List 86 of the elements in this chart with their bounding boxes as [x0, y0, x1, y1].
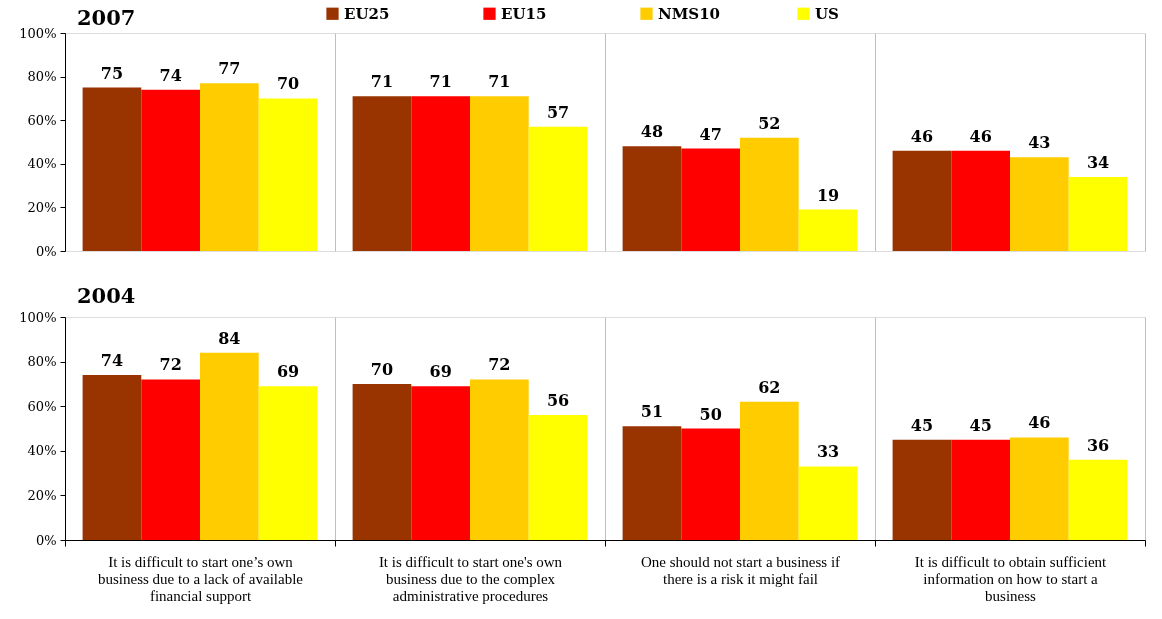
y-tick-label: 0%: [35, 243, 57, 259]
y-tick-label: 40%: [27, 156, 57, 172]
data-label: 46: [1028, 413, 1051, 433]
x-tick-label: One should not start a business if there is a risk it might fail: [640, 553, 841, 587]
bar: [528, 415, 588, 540]
legend-label: NMS10: [658, 4, 721, 23]
bar: [528, 126, 588, 251]
data-label: 74: [159, 65, 182, 85]
data-label: 72: [488, 355, 511, 375]
bar: [1010, 437, 1069, 540]
data-label: 34: [1086, 152, 1110, 172]
bar: [141, 379, 200, 540]
bar: [352, 96, 412, 251]
bar: [82, 374, 142, 540]
data-label: 70: [276, 74, 300, 94]
y-tick-label: 40%: [27, 443, 57, 459]
data-label: 45: [969, 415, 992, 435]
bar: [1068, 176, 1128, 251]
bar: [258, 386, 318, 540]
chart-title: 2004: [77, 283, 136, 308]
data-label: 70: [370, 359, 394, 379]
data-label: 71: [429, 72, 452, 92]
data-label: 48: [640, 122, 664, 142]
data-label: 50: [699, 404, 722, 424]
data-label: 77: [218, 59, 241, 79]
data-label: 72: [159, 355, 182, 375]
y-tick-label: 60%: [27, 398, 57, 414]
bar: [352, 383, 412, 540]
bar: [1068, 459, 1128, 540]
data-label: 19: [816, 185, 840, 205]
bar: [681, 148, 740, 251]
x-tick-label: It is difficult to start one's own business due to the complex administrative procedures: [378, 553, 563, 604]
bar: [892, 439, 952, 540]
bar: [622, 426, 682, 540]
bar: [798, 466, 858, 540]
x-tick-label: It is difficult to obtain sufficient information on how to start a business: [914, 553, 1108, 604]
data-label: 45: [910, 415, 934, 435]
data-label: 46: [969, 126, 992, 146]
data-label: 51: [640, 402, 664, 422]
bar: [470, 379, 529, 540]
data-label: 43: [1028, 133, 1051, 153]
chart-title: 2007: [77, 5, 136, 30]
legend-label: EU15: [501, 4, 547, 23]
bar: [411, 386, 470, 540]
data-label: 71: [488, 72, 511, 92]
bar: [798, 209, 858, 251]
bar: [200, 352, 259, 540]
bar: [258, 98, 318, 251]
data-label: 71: [370, 72, 394, 92]
data-label: 46: [910, 126, 934, 146]
data-label: 36: [1086, 435, 1110, 455]
y-tick-label: 80%: [27, 69, 57, 85]
data-label: 57: [546, 102, 570, 122]
bar: [141, 89, 200, 251]
bar: [740, 137, 799, 251]
y-tick-label: 100%: [19, 25, 57, 41]
data-label: 75: [100, 63, 124, 83]
y-tick-label: 60%: [27, 112, 57, 128]
data-label: 74: [100, 350, 124, 370]
data-label: 62: [758, 377, 781, 397]
legend-label: EU25: [344, 4, 390, 23]
y-tick-label: 20%: [27, 199, 57, 215]
legend-label: US: [815, 4, 839, 23]
bar: [740, 401, 799, 540]
bar: [951, 439, 1010, 540]
data-label: 47: [699, 124, 722, 144]
bar: [200, 83, 259, 251]
data-label: 84: [218, 328, 241, 348]
y-tick-label: 0%: [35, 532, 57, 548]
data-label: 69: [429, 362, 452, 382]
data-label: 69: [276, 362, 300, 382]
bar: [892, 150, 952, 251]
bar: [622, 146, 682, 251]
data-label: 52: [758, 113, 781, 133]
bar: [411, 96, 470, 251]
y-tick-label: 20%: [27, 487, 57, 503]
bar: [82, 87, 142, 251]
y-tick-label: 100%: [19, 309, 57, 325]
bar: [1010, 157, 1069, 251]
x-tick-label: It is difficult to start one’s own business due to a lack of available financial support: [98, 553, 304, 604]
bar: [470, 96, 529, 251]
data-label: 56: [546, 391, 570, 411]
bar: [681, 428, 740, 540]
bar: [951, 150, 1010, 251]
data-label: 33: [816, 442, 840, 462]
y-tick-label: 80%: [27, 354, 57, 370]
